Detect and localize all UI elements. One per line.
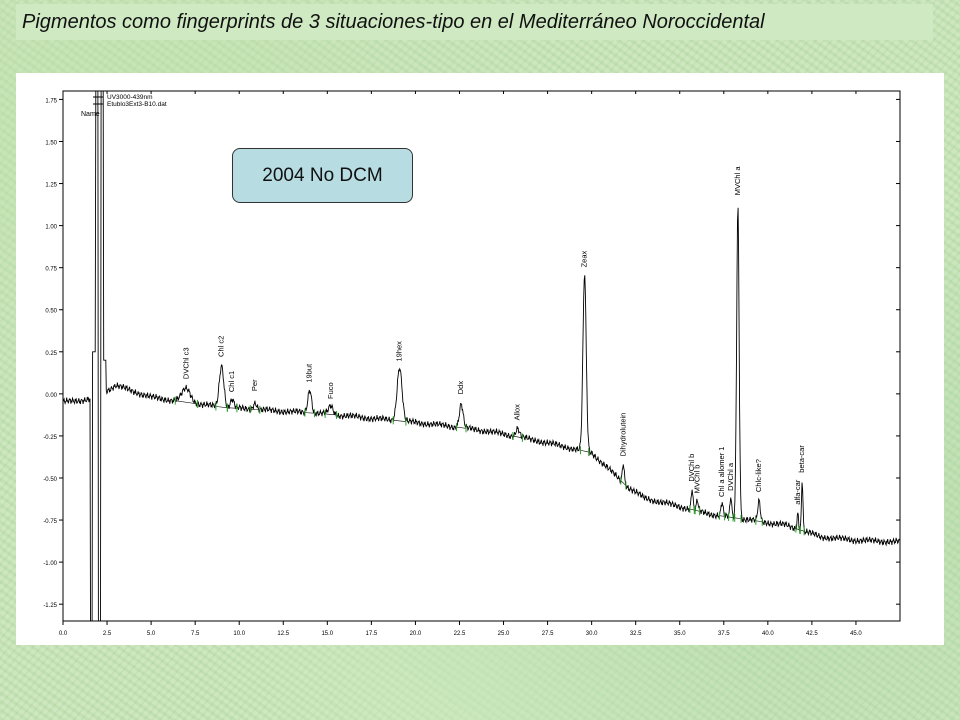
y-tick-label: 1.00	[45, 225, 57, 231]
peak-label: Chlc-like?	[754, 459, 763, 492]
peak-integration-line	[393, 420, 406, 422]
y-tick-label: -0.25	[43, 435, 57, 441]
x-tick-label: 5.0	[147, 631, 156, 637]
x-tick-label: 17.5	[366, 631, 378, 637]
series-label-text: 2004 No DCM	[262, 164, 383, 186]
x-tick-label: 30.0	[586, 631, 598, 637]
slide-title-bar: Pigmentos como fingerprints de 3 situaci…	[16, 4, 933, 40]
y-tick-label: -1.25	[43, 603, 57, 609]
peak-label: Per	[250, 379, 259, 391]
y-tick-label: 0.50	[45, 309, 57, 315]
peak-integration-line	[304, 412, 315, 414]
peak-label: DVChl b	[687, 454, 696, 482]
peak-label: MVChl b	[692, 465, 701, 494]
peak-label: DVChl c3	[181, 347, 190, 379]
peak-label: alfa-car	[793, 479, 802, 505]
x-tick-label: 32.5	[630, 631, 642, 637]
peak-label: Chl c1	[227, 371, 236, 392]
legend-header: Name	[81, 111, 100, 118]
y-tick-label: 0.00	[45, 393, 57, 399]
x-tick-label: 37.5	[718, 631, 730, 637]
peak-label: Fuco	[326, 382, 335, 399]
x-tick-label: 35.0	[674, 631, 686, 637]
x-tick-label: 10.0	[233, 631, 245, 637]
peak-integration-line	[580, 449, 589, 453]
y-tick-label: 1.50	[45, 140, 57, 146]
peak-integration-line	[734, 517, 742, 520]
peak-label: Chl c2	[217, 336, 226, 357]
peak-integration-line	[689, 508, 695, 511]
peak-label: 19but	[305, 363, 314, 383]
x-tick-label: 7.5	[191, 631, 200, 637]
y-tick-label: 0.25	[45, 351, 57, 357]
x-tick-label: 20.0	[410, 631, 422, 637]
y-tick-label: -0.50	[43, 477, 57, 483]
peak-integration-line	[456, 426, 467, 429]
peak-label: beta-car	[797, 445, 806, 473]
peak-integration-line	[250, 408, 260, 411]
peak-integration-line	[215, 406, 228, 408]
y-tick-label: 1.75	[45, 98, 57, 104]
legend-entry-file: Etublo3Ext3-B10.dat	[107, 101, 167, 108]
x-tick-label: 42.5	[806, 631, 818, 637]
peak-integration-line	[175, 400, 198, 405]
x-tick-label: 22.5	[454, 631, 466, 637]
x-tick-label: 12.5	[277, 631, 289, 637]
x-tick-label: 25.0	[498, 631, 510, 637]
peak-integration-line	[227, 407, 237, 409]
peak-label: Chl a allomer 1	[717, 447, 726, 497]
x-tick-label: 15.0	[321, 631, 333, 637]
x-tick-label: 2.5	[103, 631, 112, 637]
peak-integration-line	[795, 528, 800, 531]
peak-integration-line	[800, 529, 805, 532]
peak-label: Ddx	[456, 381, 465, 395]
peak-label: Dihydrolutein	[618, 413, 627, 457]
peak-integration-line	[512, 435, 523, 439]
x-tick-label: 40.0	[762, 631, 774, 637]
y-tick-label: 1.25	[45, 183, 57, 189]
peak-label: Allox	[513, 404, 522, 421]
peak-label: Zeax	[580, 251, 589, 268]
x-tick-label: 27.5	[542, 631, 554, 637]
peak-integration-line	[325, 413, 337, 416]
chromatogram-chart: 1.75 1.50 1.25 1.00 0.75 0.50 0.25 0.00 -0.25 -0.…	[43, 90, 901, 637]
peak-integration-line	[620, 480, 627, 486]
chromatogram-trace	[62, 90, 901, 622]
peak-label: MVChl a	[733, 166, 742, 196]
chromatogram-figure: 1.75 1.50 1.25 1.00 0.75 0.50 0.25 0.00 -0.25 -0.…	[16, 73, 944, 645]
peak-label: DVChl a	[726, 462, 735, 491]
y-tick-label: -0.75	[43, 519, 57, 525]
peak-integration-line	[728, 516, 734, 518]
peak-integration-line	[719, 515, 725, 517]
x-tick-label: 0.0	[59, 631, 68, 637]
slide-title: Pigmentos como fingerprints de 3 situaci…	[22, 10, 765, 33]
plot-frame	[62, 90, 901, 622]
legend-entry-detector: UV3000-439nm	[107, 94, 153, 101]
y-tick-label: 0.75	[45, 267, 57, 273]
peak-label: 19hex	[395, 341, 404, 362]
y-tick-label: -1.00	[43, 561, 57, 567]
peak-integration-line	[755, 520, 763, 523]
peak-integration-line	[695, 509, 700, 512]
series-label-box: 2004 No DCM	[232, 148, 413, 203]
x-tick-label: 45.0	[850, 631, 862, 637]
